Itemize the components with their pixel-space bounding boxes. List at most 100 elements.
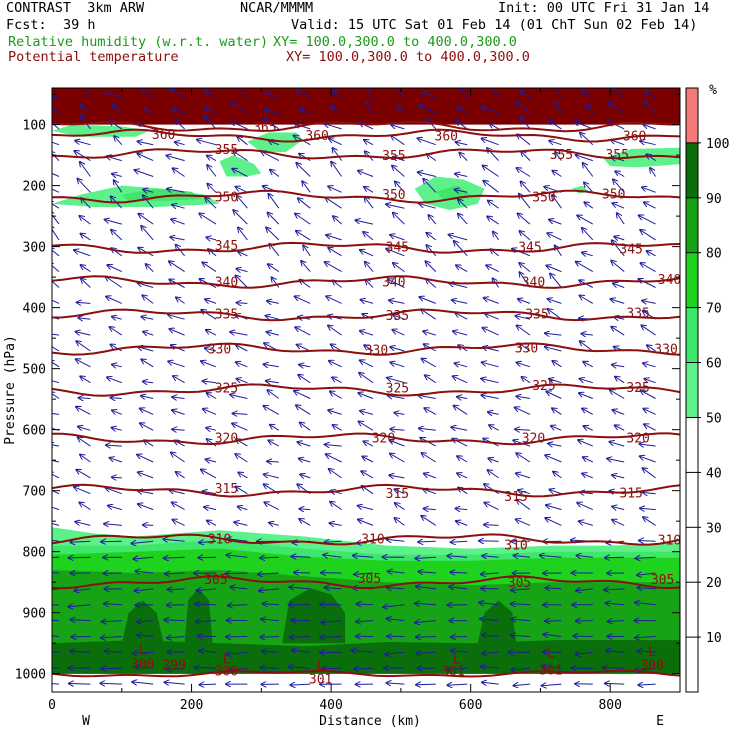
wind-arrow bbox=[101, 541, 122, 542]
colorbar-label: 50 bbox=[706, 412, 722, 427]
wind-arrow bbox=[237, 303, 248, 304]
theta-label: 330 bbox=[365, 344, 388, 359]
wind-arrow bbox=[333, 91, 342, 98]
wind-arrow bbox=[480, 619, 499, 621]
colorbar-bin bbox=[686, 252, 698, 308]
wind-arrow bbox=[233, 210, 248, 225]
wind-arrow bbox=[483, 166, 499, 177]
wind-arrow bbox=[106, 297, 123, 304]
y-axis-label: Pressure (hPa) bbox=[3, 335, 18, 445]
wind-arrow bbox=[71, 620, 91, 621]
wind-arrow bbox=[521, 117, 531, 130]
wind-arrow bbox=[171, 453, 185, 463]
wind-arrow bbox=[391, 136, 405, 146]
wind-arrow bbox=[227, 539, 248, 542]
wind-arrow bbox=[268, 440, 280, 447]
wind-arrow bbox=[138, 472, 154, 479]
wind-arrow bbox=[52, 392, 60, 399]
y-tick-label: 800 bbox=[23, 546, 46, 561]
wind-arrow bbox=[108, 506, 122, 511]
wind-arrow bbox=[81, 234, 91, 241]
wind-arrow bbox=[511, 589, 531, 590]
wind-arrow bbox=[111, 398, 122, 399]
wind-arrow bbox=[105, 651, 122, 652]
wind-arrow bbox=[552, 88, 562, 98]
wind-arrow bbox=[205, 299, 217, 303]
wind-arrow bbox=[387, 619, 405, 621]
wind-arrow bbox=[132, 682, 154, 684]
wind-arrow bbox=[100, 683, 122, 684]
wind-arrow bbox=[144, 108, 154, 114]
wind-arrow bbox=[138, 504, 154, 511]
wind-arrow bbox=[228, 605, 248, 606]
wind-arrow bbox=[642, 301, 656, 304]
wind-arrow bbox=[137, 455, 154, 463]
wind-arrow bbox=[52, 556, 60, 558]
wind-arrow bbox=[640, 508, 656, 509]
wind-arrow bbox=[199, 651, 217, 653]
colorbar-label: 60 bbox=[706, 357, 722, 372]
wind-arrow bbox=[323, 555, 342, 557]
wind-arrow bbox=[201, 361, 217, 368]
wind-arrow bbox=[511, 635, 531, 636]
wind-arrow bbox=[514, 556, 531, 558]
wind-arrow bbox=[231, 122, 248, 130]
wind-arrow bbox=[52, 299, 60, 304]
wind-arrow bbox=[236, 345, 248, 352]
theta-label: 350 bbox=[382, 188, 405, 203]
wind-arrow bbox=[52, 202, 60, 209]
wind-arrow bbox=[205, 348, 217, 351]
low-marker: L bbox=[317, 659, 325, 674]
wind-arrow bbox=[364, 441, 374, 447]
theta-label: 320 bbox=[215, 432, 238, 447]
wind-arrow bbox=[643, 517, 656, 526]
wind-arrow bbox=[548, 309, 562, 320]
wind-arrow bbox=[141, 359, 154, 368]
wind-arrow bbox=[583, 362, 594, 368]
wind-arrow bbox=[52, 346, 60, 352]
wind-arrow bbox=[615, 377, 625, 384]
wind-arrow bbox=[331, 162, 343, 177]
wind-arrow bbox=[615, 425, 625, 431]
wind-arrow bbox=[175, 142, 185, 145]
wind-arrow bbox=[226, 652, 248, 654]
theta-label: 315 bbox=[215, 482, 238, 497]
x-tick-label: 200 bbox=[180, 698, 203, 713]
wind-arrow bbox=[392, 330, 405, 336]
wind-arrow bbox=[385, 652, 405, 654]
colorbar-bin bbox=[686, 582, 698, 638]
wind-arrow bbox=[606, 603, 625, 605]
colorbar-bin bbox=[686, 417, 698, 473]
wind-arrow bbox=[320, 637, 342, 638]
wind-arrow bbox=[647, 345, 656, 352]
wind-arrow bbox=[176, 297, 185, 304]
wind-arrow bbox=[447, 684, 468, 685]
wind-arrow bbox=[518, 299, 531, 304]
wind-arrow bbox=[636, 557, 656, 558]
wind-arrow bbox=[81, 279, 91, 288]
wind-arrow bbox=[548, 120, 562, 130]
wind-arrow bbox=[112, 174, 122, 177]
wind-arrow bbox=[635, 637, 656, 638]
theta-label: 301 bbox=[539, 663, 562, 678]
wind-arrow bbox=[643, 468, 656, 479]
wind-arrow bbox=[516, 396, 531, 398]
wind-arrow bbox=[354, 668, 374, 669]
wind-arrow bbox=[226, 555, 248, 557]
wind-arrow bbox=[74, 487, 91, 495]
wind-arrow bbox=[580, 341, 594, 352]
colorbar-bin bbox=[686, 142, 698, 198]
wind-arrow bbox=[140, 88, 154, 98]
wind-arrow bbox=[486, 265, 499, 273]
wind-arrow bbox=[549, 379, 562, 383]
wind-arrow bbox=[458, 214, 468, 225]
wind-arrow bbox=[166, 156, 185, 162]
wind-arrow bbox=[446, 668, 468, 669]
wind-arrow bbox=[238, 228, 248, 241]
theta-label: 305 bbox=[358, 572, 381, 587]
wind-arrow bbox=[482, 652, 499, 653]
wind-arrow bbox=[71, 651, 91, 652]
wind-arrow bbox=[450, 572, 468, 573]
colorbar-label: 40 bbox=[706, 466, 722, 481]
wind-arrow bbox=[76, 341, 91, 352]
